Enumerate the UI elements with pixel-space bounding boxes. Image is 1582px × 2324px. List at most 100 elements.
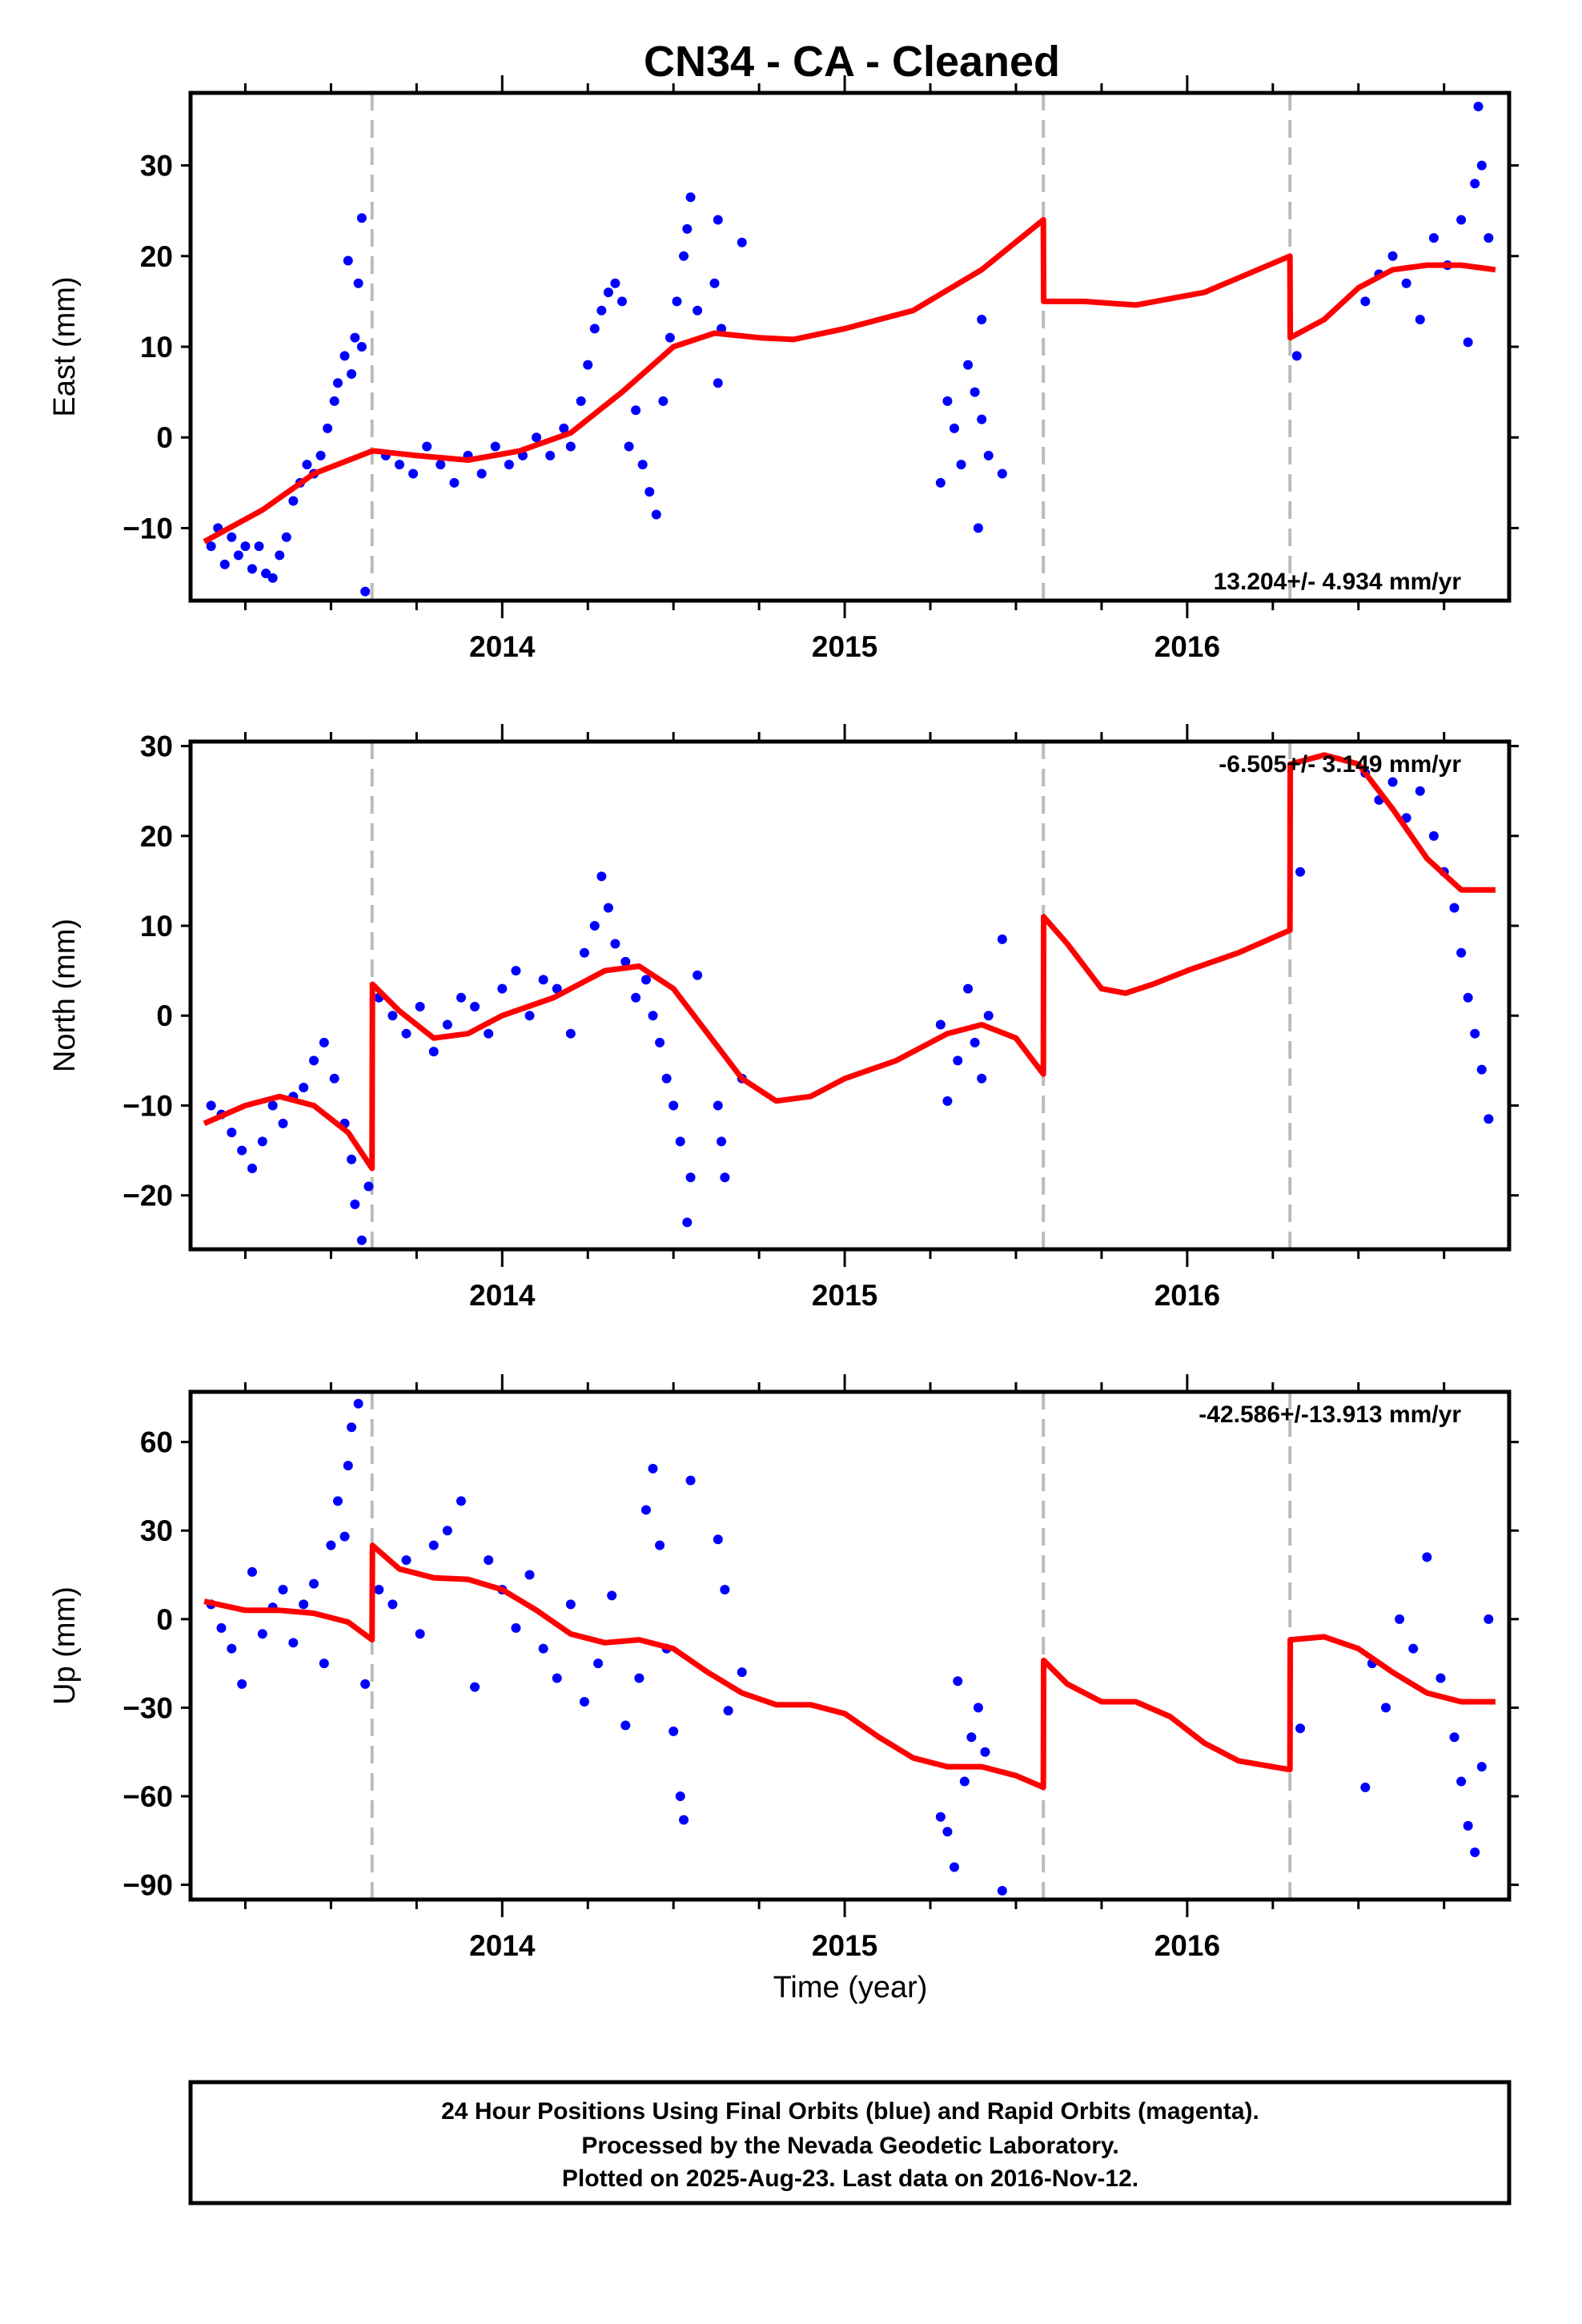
data-point bbox=[206, 541, 216, 552]
data-point bbox=[233, 550, 243, 561]
data-point bbox=[275, 550, 285, 561]
data-point bbox=[374, 1584, 384, 1594]
data-point bbox=[1456, 947, 1467, 958]
data-point bbox=[685, 1475, 696, 1486]
data-point bbox=[983, 450, 994, 460]
data-point bbox=[610, 939, 620, 949]
data-point bbox=[347, 1154, 357, 1164]
data-point bbox=[356, 342, 367, 352]
data-point bbox=[565, 441, 576, 452]
data-point bbox=[589, 324, 600, 334]
data-point bbox=[408, 468, 419, 479]
data-point bbox=[949, 423, 959, 433]
data-point bbox=[319, 1037, 329, 1047]
data-point bbox=[682, 223, 693, 234]
y-tick-label: −60 bbox=[122, 1780, 173, 1813]
data-point bbox=[713, 1534, 723, 1545]
rate-annotation: -42.586+/-13.913 mm/yr bbox=[1199, 1401, 1461, 1428]
data-point bbox=[1428, 830, 1439, 841]
data-point bbox=[261, 569, 271, 579]
y-tick-label: 30 bbox=[140, 1514, 173, 1547]
data-point bbox=[1470, 1028, 1480, 1039]
data-point bbox=[720, 1584, 730, 1594]
data-point bbox=[935, 1811, 946, 1822]
data-points bbox=[206, 1398, 1494, 1896]
footer-line-3: Plotted on 2025-Aug-23. Last data on 201… bbox=[562, 2165, 1138, 2192]
data-point bbox=[685, 1172, 696, 1183]
data-point bbox=[713, 215, 723, 225]
data-point bbox=[709, 278, 720, 288]
data-point bbox=[206, 1100, 216, 1111]
data-point bbox=[219, 559, 230, 569]
data-point bbox=[428, 1540, 439, 1550]
data-point bbox=[552, 983, 562, 994]
data-point bbox=[319, 1659, 329, 1669]
data-point bbox=[596, 871, 607, 882]
data-point bbox=[631, 992, 641, 1003]
data-point bbox=[343, 255, 353, 266]
x-tick-label: 2014 bbox=[469, 1279, 536, 1312]
footer-box: 24 Hour Positions Using Final Orbits (bl… bbox=[188, 2080, 1512, 2205]
data-point bbox=[401, 1028, 412, 1039]
plot-frame bbox=[188, 1389, 1512, 1902]
x-tick-label: 2016 bbox=[1154, 630, 1220, 663]
data-point bbox=[442, 1526, 452, 1536]
data-point bbox=[484, 1028, 494, 1039]
y-axis-label: Up (mm) bbox=[48, 1586, 82, 1705]
data-point bbox=[966, 1732, 977, 1743]
footer-line-2: Processed by the Nevada Geodetic Laborat… bbox=[581, 2133, 1118, 2159]
data-point bbox=[953, 1676, 963, 1687]
data-point bbox=[665, 332, 675, 343]
data-point bbox=[332, 1496, 343, 1506]
data-point bbox=[977, 1073, 987, 1084]
data-point bbox=[679, 1815, 689, 1825]
data-point bbox=[637, 460, 648, 470]
data-point bbox=[1360, 296, 1371, 307]
data-point bbox=[620, 1720, 631, 1731]
y-tick-label: −20 bbox=[122, 1180, 173, 1212]
data-point bbox=[997, 934, 1007, 944]
data-point bbox=[1295, 866, 1306, 877]
data-point bbox=[603, 903, 613, 913]
y-tick-label: 30 bbox=[140, 730, 173, 763]
data-point bbox=[959, 1776, 970, 1787]
data-point bbox=[511, 1622, 521, 1633]
data-point bbox=[973, 1703, 983, 1713]
data-point bbox=[329, 1073, 339, 1084]
data-point bbox=[723, 1706, 733, 1716]
data-point bbox=[281, 532, 291, 542]
data-point bbox=[672, 296, 682, 307]
data-point bbox=[682, 1217, 693, 1228]
data-point bbox=[470, 1682, 480, 1692]
data-point bbox=[1449, 1732, 1460, 1743]
data-point bbox=[1476, 1064, 1487, 1075]
data-point bbox=[497, 983, 508, 994]
footer-line-1: 24 Hour Positions Using Final Orbits (bl… bbox=[441, 2098, 1259, 2125]
data-point bbox=[332, 378, 343, 388]
data-point bbox=[565, 1599, 576, 1610]
data-point bbox=[675, 1791, 685, 1801]
data-points bbox=[206, 101, 1494, 597]
panel-up: −90 −60 −30 0 30 60 2014 2015 2016 Up (mm) -42.586… bbox=[48, 1374, 1519, 1962]
data-point bbox=[1291, 351, 1302, 361]
data-point bbox=[1422, 1552, 1432, 1562]
data-point bbox=[257, 1136, 267, 1147]
model-curve bbox=[203, 1542, 1496, 1791]
data-points bbox=[206, 768, 1494, 1245]
data-point bbox=[603, 287, 613, 298]
data-point bbox=[415, 1629, 425, 1639]
data-point bbox=[1463, 992, 1473, 1003]
data-point bbox=[1387, 251, 1398, 261]
data-point bbox=[347, 368, 357, 379]
data-point bbox=[436, 460, 446, 470]
data-point bbox=[545, 450, 556, 460]
data-point bbox=[648, 1463, 658, 1474]
y-tick-label: 30 bbox=[140, 150, 173, 183]
data-point bbox=[669, 1100, 679, 1111]
data-point bbox=[983, 1011, 994, 1021]
data-point bbox=[524, 1011, 535, 1021]
data-point bbox=[257, 1629, 267, 1639]
data-point bbox=[237, 1679, 247, 1689]
data-point bbox=[1401, 278, 1411, 288]
